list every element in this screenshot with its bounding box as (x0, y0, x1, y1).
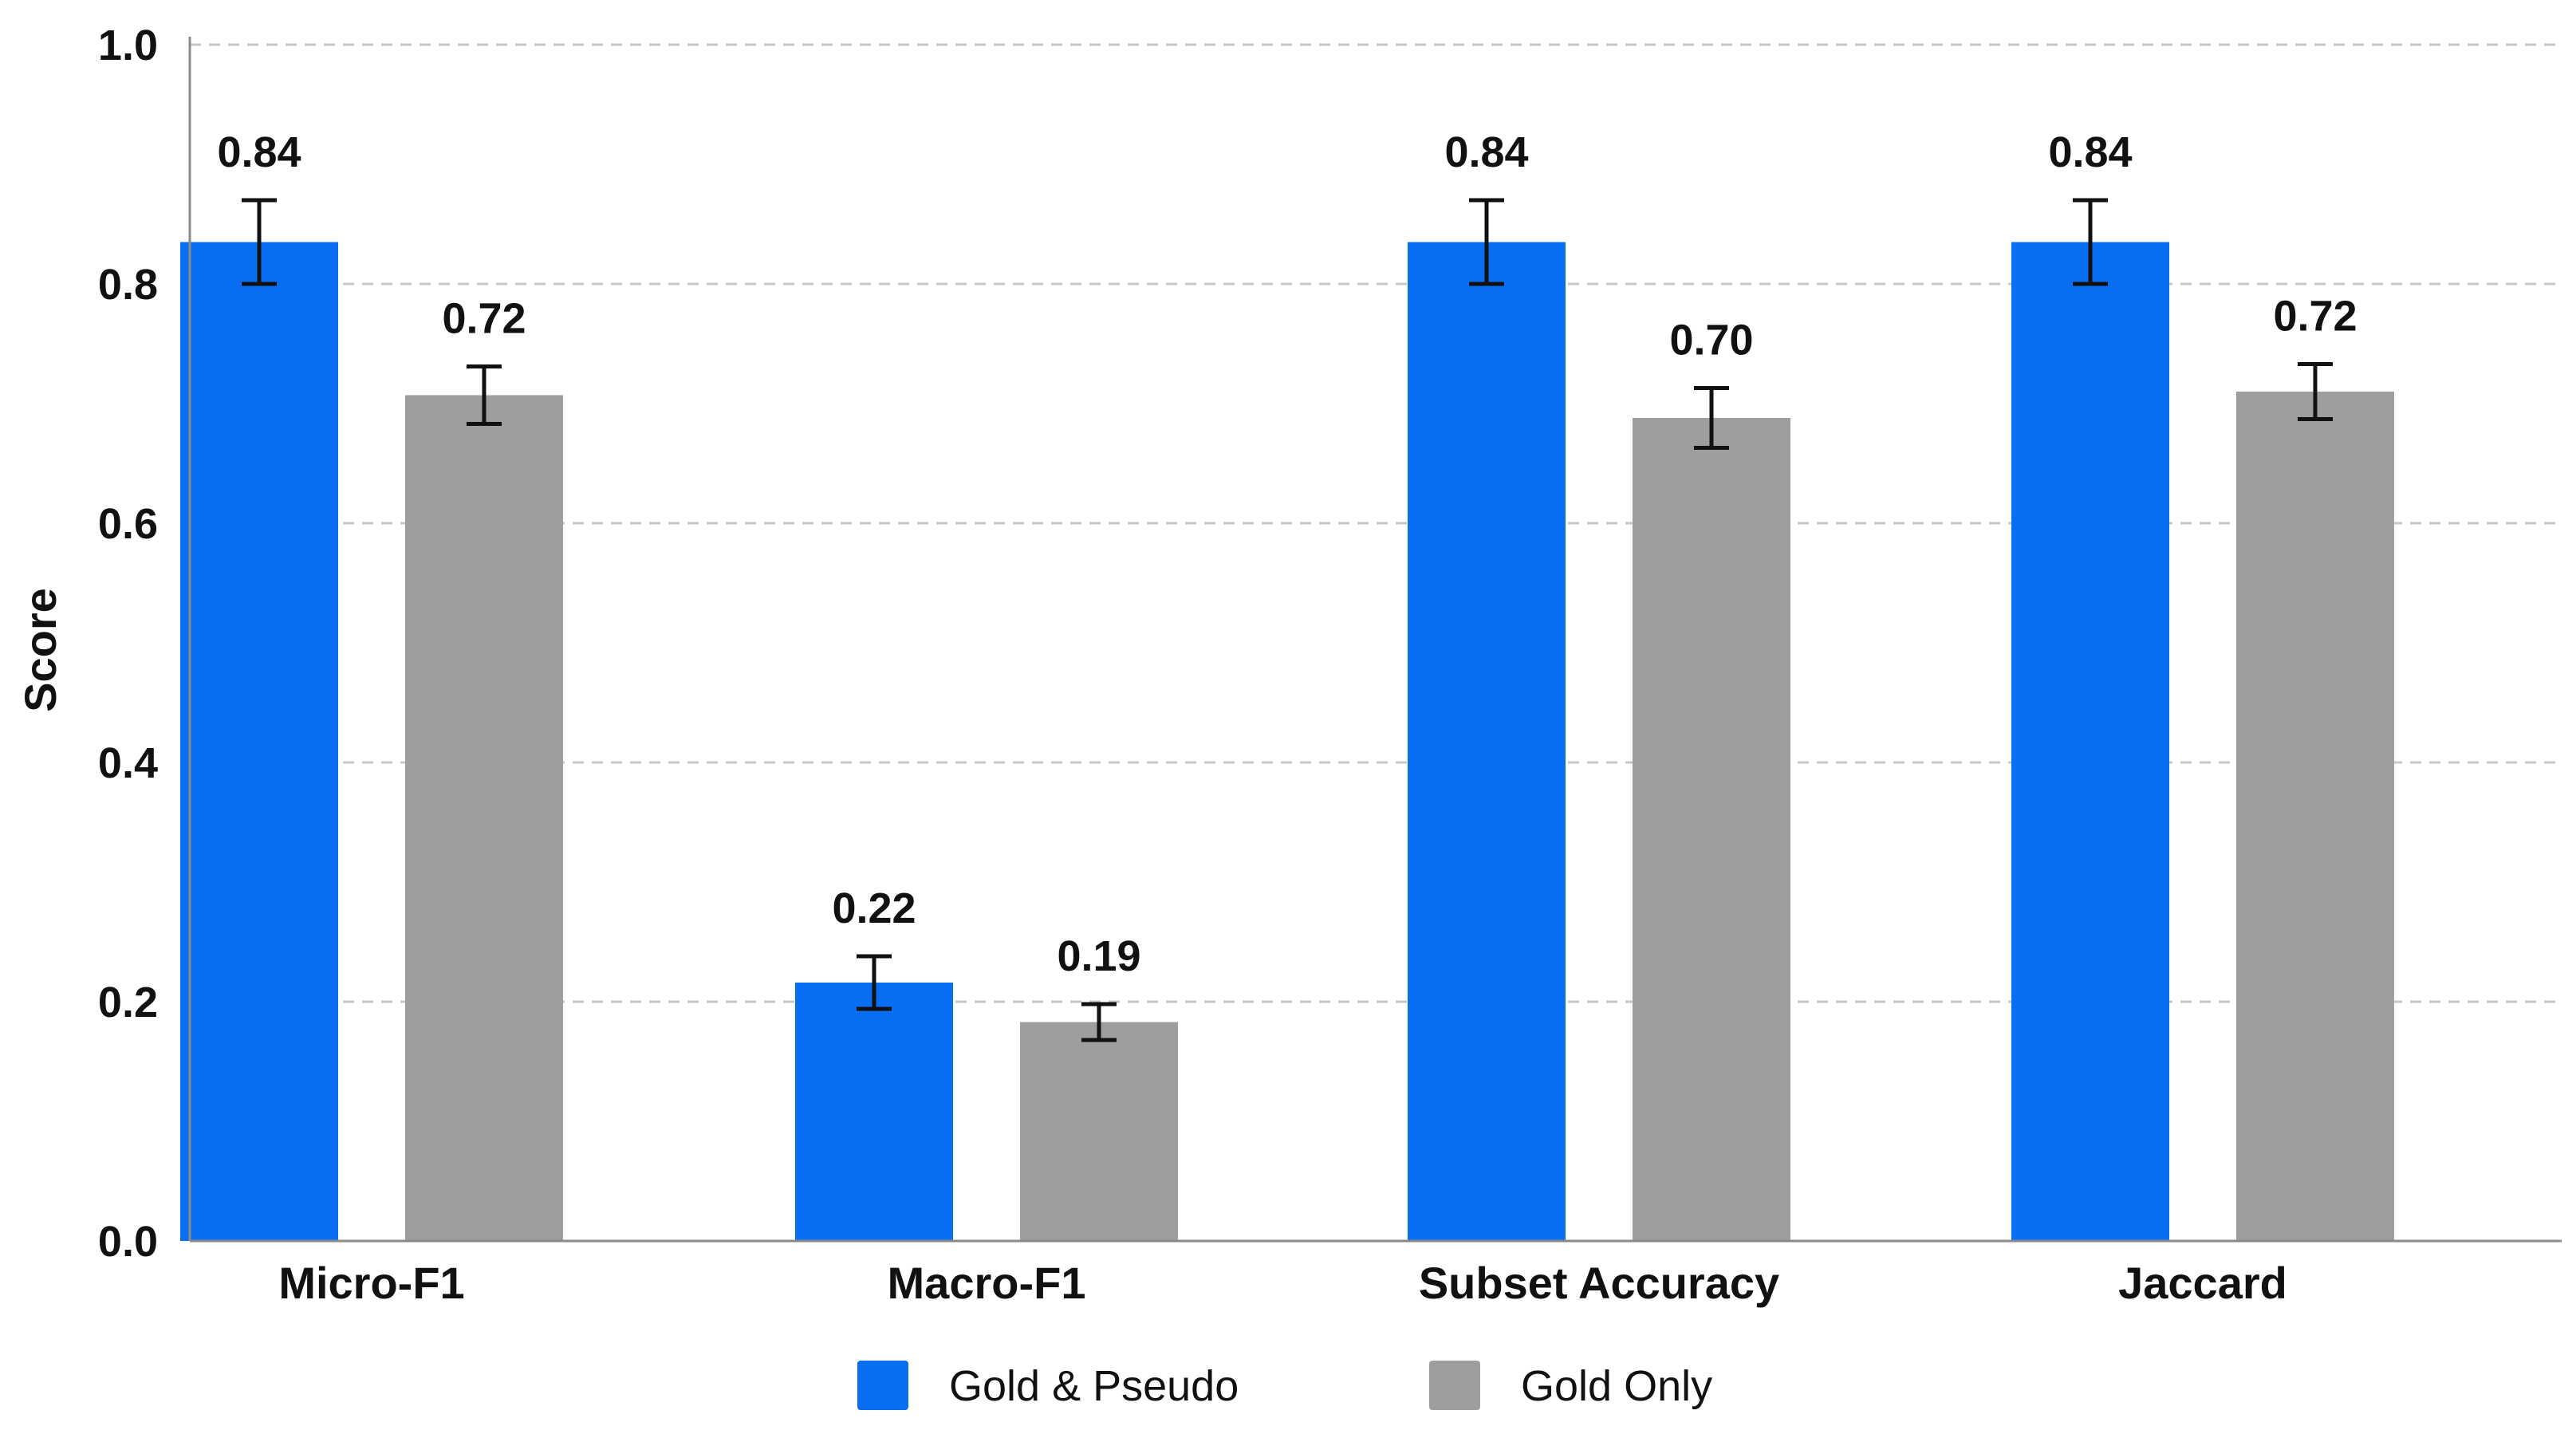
y-tick-label: 0.8 (98, 261, 158, 309)
legend-swatch (857, 1361, 908, 1410)
legend-label: Gold & Pseudo (949, 1362, 1239, 1410)
data-label: 0.72 (2273, 293, 2357, 341)
data-label: 0.84 (1444, 128, 1528, 176)
bar (180, 242, 338, 1241)
data-label: 0.84 (2048, 128, 2132, 176)
x-tick-label: Subset Accuracy (1419, 1258, 1779, 1308)
y-axis-title: Score (15, 588, 65, 712)
x-tick-label: Jaccard (2118, 1258, 2287, 1308)
x-tick-label: Macro-F1 (888, 1258, 1086, 1308)
x-tick-label: Micro-F1 (278, 1258, 464, 1308)
data-label: 0.84 (217, 128, 301, 176)
legend-swatch (1429, 1361, 1480, 1410)
data-label: 0.72 (442, 295, 526, 343)
bar (1020, 1022, 1178, 1241)
labels: 0.0 0.2 0.4 0.6 0.8 1.0 0.84 0.72 Micro-F1 0.22 0.… (98, 22, 2357, 1308)
bar (795, 983, 953, 1241)
y-tick-label: 0.4 (98, 739, 158, 787)
legend-label: Gold Only (1521, 1362, 1712, 1410)
axes (188, 37, 2562, 1243)
data-label: 0.70 (1669, 317, 1753, 364)
bar (2011, 242, 2169, 1241)
legend: Gold & Pseudo Gold Only (857, 1361, 1712, 1410)
data-label: 0.22 (832, 884, 916, 932)
y-tick-label: 0.2 (98, 979, 158, 1026)
y-tick-label: 1.0 (98, 22, 158, 69)
bar (1408, 242, 1566, 1241)
y-tick-label: 0.6 (98, 500, 158, 548)
bar (2236, 392, 2394, 1241)
data-label: 0.19 (1057, 932, 1140, 980)
bar (1633, 418, 1790, 1241)
bar (405, 395, 563, 1241)
bars (180, 198, 2394, 1241)
y-tick-label: 0.0 (98, 1218, 158, 1266)
